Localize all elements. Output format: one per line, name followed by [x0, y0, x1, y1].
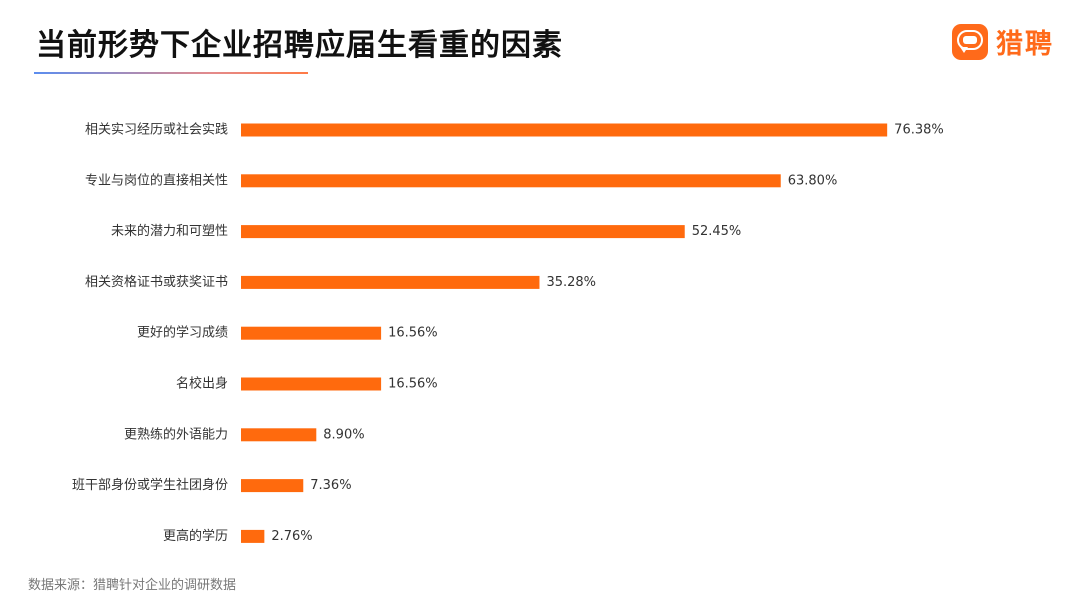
- bar: [241, 275, 540, 289]
- value-label: 16.56%: [388, 377, 438, 392]
- chat-bubble-logo-icon: [952, 23, 988, 60]
- category-label: 更好的学习成绩: [137, 325, 228, 341]
- value-label: 16.56%: [388, 326, 438, 341]
- data-source-note: 数据来源：猎聘针对企业的调研数据: [28, 578, 237, 593]
- bar: [241, 479, 304, 493]
- bar: [241, 326, 382, 340]
- page-title: 当前形势下企业招聘应届生看重的因素: [36, 28, 563, 63]
- value-label: 35.28%: [546, 275, 596, 290]
- category-label: 班干部身份或学生社团身份: [72, 477, 228, 493]
- value-label: 52.45%: [692, 224, 742, 239]
- category-label: 未来的潜力和可塑性: [111, 223, 228, 239]
- category-label: 相关实习经历或社会实践: [85, 122, 228, 138]
- bar: [241, 529, 265, 543]
- bar: [241, 225, 685, 239]
- value-label: 76.38%: [894, 123, 944, 138]
- value-label: 63.80%: [788, 173, 838, 188]
- bar: [241, 428, 317, 442]
- category-label: 专业与岗位的直接相关性: [85, 172, 228, 188]
- category-label: 更高的学历: [163, 528, 228, 544]
- category-label: 更熟练的外语能力: [124, 426, 228, 442]
- category-label: 名校出身: [176, 376, 228, 392]
- bar: [241, 174, 781, 188]
- value-label: 8.90%: [323, 427, 364, 442]
- bar: [241, 123, 888, 137]
- bar: [241, 377, 382, 391]
- category-label: 相关资格证书或获奖证书: [85, 274, 228, 290]
- value-label: 7.36%: [310, 478, 351, 493]
- title-underline: [34, 72, 308, 74]
- brand-logo: 猎聘: [952, 22, 1054, 61]
- brand-name: 猎聘: [996, 29, 1054, 60]
- value-label: 2.76%: [271, 529, 312, 544]
